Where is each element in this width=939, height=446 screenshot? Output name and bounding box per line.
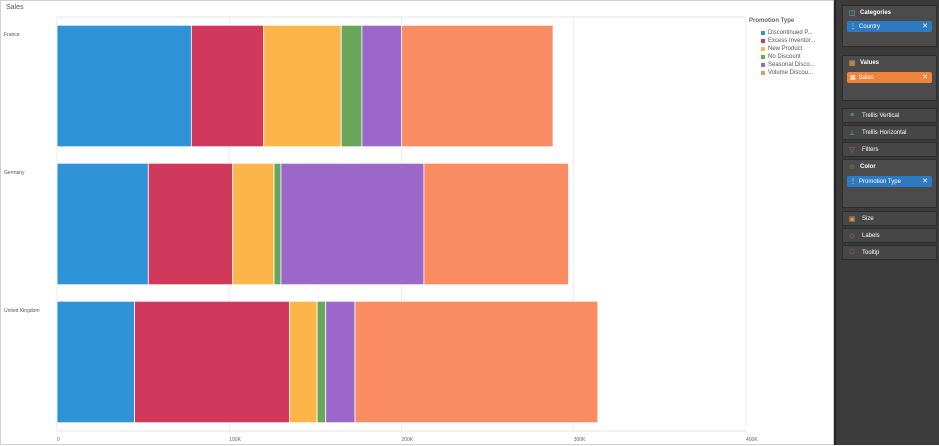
color-well[interactable]: ☆ Color ⋮ Promotion Type ✕ [842,159,937,208]
category-label: Germany [4,170,25,176]
legend-swatch [761,63,765,67]
labels-label: Labels [862,232,880,239]
remove-promotion-type-icon[interactable]: ✕ [922,178,928,185]
bar-segment [316,300,327,424]
size-icon: ▣ [848,215,856,223]
values-header: ▩ Values [843,56,936,70]
trellis-vertical-button[interactable]: ≡ Trellis Vertical [842,108,937,123]
filter-icon: ▽ [849,146,855,154]
bar-segment [340,24,363,148]
bar-segment [325,300,356,424]
legend-item[interactable]: Volume Discou... [761,69,831,77]
promotion-type-chip[interactable]: ⋮ Promotion Type ✕ [847,176,932,187]
tag-icon: ◇ [849,232,855,240]
promotion-type-chip-label: Promotion Type [859,178,901,185]
legend-item[interactable]: No Discount [761,53,831,61]
bar-segment [232,162,275,286]
legend-swatch [761,47,765,51]
bar-segment [56,162,149,286]
remove-country-icon[interactable]: ✕ [922,23,928,30]
trellis-vertical-label: Trellis Vertical [862,112,900,119]
size-label: Size [862,215,874,222]
color-label: Color [860,164,876,170]
bar-segment [273,162,282,286]
legend-label: Seasonal Disco... [768,62,815,68]
legend-item[interactable]: Seasonal Disco... [761,61,831,69]
bar-segment [147,162,234,286]
x-tick-label: 300K [574,437,586,443]
labels-button[interactable]: ◇ Labels [842,228,937,243]
trellis-horizontal-button[interactable]: ⊥ Trellis Horizontal [842,125,937,140]
legend-swatch [761,31,765,35]
bar-segment [289,300,318,424]
bar-chart-icon: ▩ [848,60,856,67]
legend-swatch [761,55,765,59]
drag-handle-icon[interactable]: ⋮ [850,24,856,30]
bar-segment [280,162,425,286]
bar-segment [263,24,342,148]
legend-label: Excess Inventor... [768,38,816,44]
x-tick-label: 400K [746,437,758,443]
legend-title: Promotion Type [749,18,795,24]
legend: Promotion Type Discontinued P... Excess I… [749,18,831,77]
sales-chip[interactable]: ▩ Sales ✕ [847,72,932,83]
country-chip-label: Country [859,23,881,30]
values-label: Values [860,60,880,66]
stacked-bar-chart: 0 100K 200K 300K 400K France Germany United Kin… [4,16,758,443]
x-tick-label: 200K [402,437,414,443]
bar-segment [56,24,192,148]
legend-label: Volume Discou... [768,70,814,76]
bar-segment [361,24,402,148]
categories-label: Categories [860,10,892,16]
legend-item[interactable]: New Product [761,45,831,53]
legend-label: New Product [768,46,803,52]
drag-handle-icon[interactable]: ⋮ [850,179,856,185]
legend-swatch [761,39,765,43]
category-label: France [4,32,20,38]
size-button[interactable]: ▣ Size [842,211,937,226]
legend-label: Discontinued P... [768,30,813,36]
legend-item[interactable]: Discontinued P... [761,29,831,37]
legend-item[interactable]: Excess Inventor... [761,37,831,45]
color-header: ☆ Color [843,160,936,174]
sales-chip-label: Sales [858,74,874,81]
fields-panel: ◫ Categories ⋮ Country ✕ ▩ Values ▩ Sale… [834,0,939,445]
category-label: United Kingdom [4,308,40,314]
values-well[interactable]: ▩ Values ▩ Sales ✕ [842,55,937,101]
trellis-vertical-icon: ≡ [849,112,855,119]
x-tick-label: 100K [229,437,241,443]
bar-segment [354,300,599,424]
trellis-horizontal-label: Trellis Horizontal [862,129,907,136]
bar-segment [423,162,569,286]
bar-segment [134,300,290,424]
filters-label: Filters [862,146,879,153]
bar-segment [56,300,135,424]
tooltip-button[interactable]: □ Tooltip [842,245,937,260]
x-tick-label: 0 [57,437,60,443]
legend-label: No Discount [768,54,801,60]
bar-chart-small-icon: ▩ [850,75,856,81]
country-chip[interactable]: ⋮ Country ✕ [847,21,932,32]
trellis-horizontal-icon: ⊥ [848,129,856,137]
chart-canvas: Sales 0 100K 200K 300K 400K France Germany Unit… [0,0,834,445]
filters-button[interactable]: ▽ Filters [842,142,937,157]
tooltip-label: Tooltip [862,249,880,256]
legend-swatch [761,71,765,75]
legend-items: Discontinued P... Excess Inventor... New P… [749,29,831,77]
categories-well[interactable]: ◫ Categories ⋮ Country ✕ [842,5,937,47]
color-star-icon: ☆ [848,164,856,171]
tooltip-icon: □ [849,249,855,256]
bar-segment [401,24,554,148]
bar-segment [190,24,265,148]
chart-title: Sales [6,4,24,11]
remove-sales-icon[interactable]: ✕ [922,74,928,81]
categories-header: ◫ Categories [843,6,936,20]
categories-icon: ◫ [848,10,856,17]
